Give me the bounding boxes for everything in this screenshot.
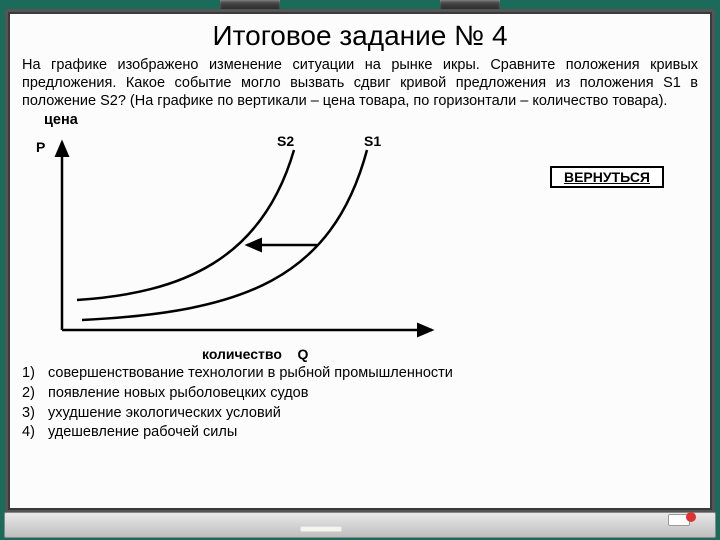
back-button[interactable]: ВЕРНУТЬСЯ [550, 166, 664, 188]
option-row: 2)появление новых рыболовецких судов [22, 384, 698, 404]
y-axis-label: цена [22, 112, 698, 128]
option-text: совершенствование технологии в рыбной пр… [48, 364, 453, 384]
chart-svg: S1 S2 P [22, 130, 452, 355]
x-axis-label: количество Q [202, 346, 308, 362]
chalk-icon [300, 526, 342, 532]
answer-options: 1)совершенствование технологии в рыбной … [10, 360, 710, 442]
option-row: 4)удешевление рабочей силы [22, 423, 698, 443]
page-title: Итоговое задание № 4 [10, 14, 710, 56]
option-row: 1)совершенствование технологии в рыбной … [22, 364, 698, 384]
option-text: удешевление рабочей силы [48, 423, 237, 443]
option-number: 4) [22, 423, 48, 443]
slide-frame: Итоговое задание № 4 На графике изображе… [8, 12, 712, 510]
whiteboard-tray [4, 512, 716, 538]
svg-text:P: P [36, 139, 45, 155]
binder-clip [440, 0, 500, 12]
option-text: появление новых рыболовецких судов [48, 384, 308, 404]
question-text: На графике изображено изменение ситуации… [22, 56, 698, 110]
option-row: 3)ухудшение экологических условий [22, 404, 698, 424]
marker-icon [668, 514, 694, 534]
x-axis-text: количество [202, 346, 282, 362]
x-axis-letter: Q [297, 346, 308, 362]
svg-text:S2: S2 [277, 133, 294, 149]
option-number: 3) [22, 404, 48, 424]
option-text: ухудшение экологических условий [48, 404, 281, 424]
svg-text:S1: S1 [364, 133, 381, 149]
supply-chart: S1 S2 P ВЕРНУТЬСЯ количество Q [22, 130, 698, 360]
option-number: 2) [22, 384, 48, 404]
option-number: 1) [22, 364, 48, 384]
binder-clip [220, 0, 280, 12]
